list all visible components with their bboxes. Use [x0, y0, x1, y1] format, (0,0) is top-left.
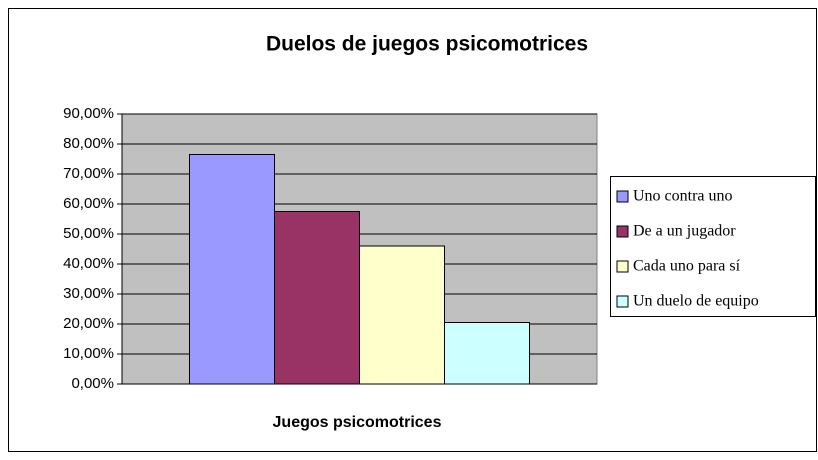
y-tick-label: 80,00%: [63, 135, 114, 152]
y-tick-label: 90,00%: [63, 105, 114, 122]
legend-label: Cada uno para sí: [633, 258, 741, 275]
bar: [444, 322, 530, 385]
y-tick-label: 0,00%: [71, 375, 114, 392]
legend-swatch: [616, 225, 629, 238]
y-tick-label: 30,00%: [63, 285, 114, 302]
legend-swatch: [616, 295, 629, 308]
legend-box: [610, 176, 816, 317]
legend-label: De a un jugador: [633, 223, 736, 240]
y-tick-label: 50,00%: [63, 225, 114, 242]
legend-swatch: [616, 190, 629, 203]
legend-label: Uno contra uno: [633, 188, 733, 205]
y-tick-label: 70,00%: [63, 165, 114, 182]
bar: [274, 211, 360, 385]
chart-title: Duelos de juegos psicomotrices: [266, 33, 588, 56]
y-tick-label: 10,00%: [63, 345, 114, 362]
y-tick-label: 40,00%: [63, 255, 114, 272]
y-tick-label: 60,00%: [63, 195, 114, 212]
y-tick-label: 20,00%: [63, 315, 114, 332]
legend-label: Un duelo de equipo: [633, 293, 759, 310]
legend-swatch: [616, 260, 629, 273]
bar: [189, 154, 275, 385]
x-axis-label: Juegos psicomotrices: [273, 414, 442, 431]
bar: [359, 245, 445, 385]
